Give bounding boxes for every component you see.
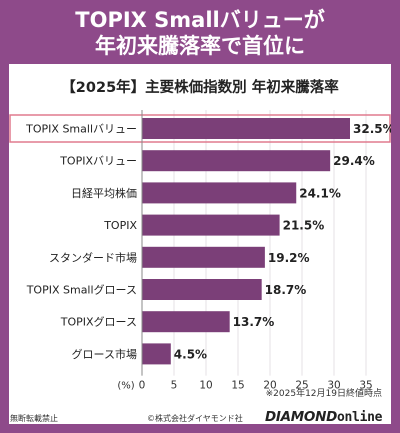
category-label: グロース市場 — [72, 347, 137, 361]
headline-line-1: TOPIX Smallバリューが — [75, 8, 325, 32]
category-label: TOPIXバリュー — [59, 155, 137, 168]
chart-title: 【2025年】主要株価指数別 年初来騰落率 — [61, 80, 339, 96]
category-label: スタンダード市場 — [49, 250, 137, 264]
bar — [142, 279, 262, 300]
disclaimer-text: 無断転載禁止 — [10, 414, 58, 423]
highlight-frame — [9, 114, 391, 143]
x-tick-label: 25 — [295, 380, 308, 392]
brand-main: DIAMOND — [265, 409, 337, 425]
value-label: 18.7% — [265, 283, 307, 297]
value-label: 19.2% — [268, 251, 310, 265]
chart-panel: 【2025年】主要株価指数別 年初来騰落率 TOPIX Smallバリュー 32.… — [9, 64, 391, 424]
x-tick-label: 10 — [199, 380, 212, 392]
bar-chart: TOPIX Smallバリュー 32.5% TOPIXバリュー 29.4% 日経平均株価… — [9, 110, 391, 392]
bar — [142, 311, 230, 333]
value-label: 24.1% — [299, 186, 341, 200]
bar — [142, 246, 265, 268]
bar — [142, 118, 350, 139]
value-label: 13.7% — [233, 315, 275, 329]
value-label: 29.4% — [333, 154, 375, 168]
category-label: TOPIXグロース — [60, 315, 137, 329]
brand-logo: DIAMONDonline — [265, 409, 382, 425]
x-unit-label: (%) — [117, 381, 134, 392]
data-date-note: ※2025年12月19日終値時点 — [265, 389, 382, 399]
bar — [142, 343, 171, 365]
copyright-text: ©株式会社ダイヤモンド社 — [147, 414, 243, 423]
category-label: TOPIX Smallバリュー — [25, 123, 137, 136]
x-tick-label: 5 — [171, 380, 178, 392]
header-banner: TOPIX Smallバリューが 年初来騰落率で首位に — [0, 0, 400, 64]
x-tick-label: 15 — [231, 380, 244, 392]
value-label: 32.5% — [353, 122, 391, 136]
bar — [142, 182, 297, 204]
x-tick-label: 20 — [263, 380, 276, 392]
headline-line-2: 年初来騰落率で首位に — [95, 34, 305, 58]
brand-sub: online — [337, 410, 383, 425]
x-tick-label: 30 — [327, 380, 340, 392]
category-label: TOPIX — [103, 219, 137, 232]
value-label: 21.5% — [283, 219, 325, 233]
category-label: 日経平均株価 — [71, 186, 137, 200]
bar — [142, 214, 280, 236]
value-label: 4.5% — [174, 347, 207, 361]
bar — [142, 150, 331, 172]
x-tick-label: 35 — [359, 380, 372, 392]
x-tick-label: 0 — [139, 380, 146, 392]
category-label: TOPIX Smallグロース — [26, 283, 137, 297]
